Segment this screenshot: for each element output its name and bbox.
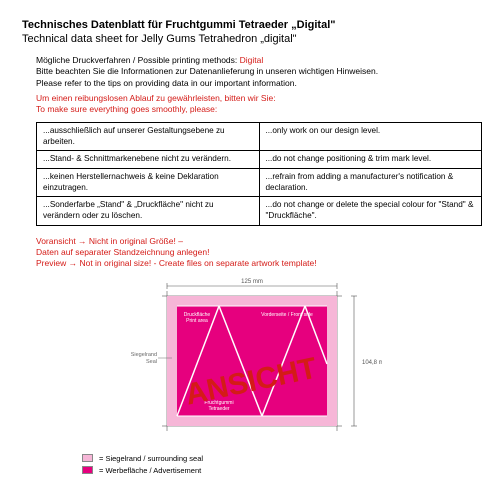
- diagram-wrap: 125 mm 104,8 mm Druckfläche Print area V…: [22, 276, 482, 448]
- legend-seal-label: = Siegelrand / surrounding seal: [99, 454, 203, 463]
- svg-text:Print area: Print area: [186, 318, 208, 324]
- rule-de: ...keinen Herstellernachweis & keine Dek…: [37, 168, 260, 196]
- svg-text:Vorderseite / Front side: Vorderseite / Front side: [261, 312, 313, 318]
- intro-line2-en: Please refer to the tips on providing da…: [36, 78, 482, 89]
- legend-seal: = Siegelrand / surrounding seal: [82, 454, 482, 463]
- rule-de: ...Sonderfarbe „Stand" & „Druckfläche" n…: [37, 197, 260, 225]
- intro-line1: Mögliche Druckverfahren / Possible print…: [36, 55, 482, 66]
- preview-de1: Voransicht → Nicht in original Größe! –: [36, 236, 482, 247]
- title-de: Technisches Datenblatt für Fruchtgummi T…: [22, 18, 482, 32]
- intro-line1-de: Mögliche Druckverfahren / Possible print…: [36, 55, 240, 65]
- dim-right: 104,8 mm: [362, 360, 382, 366]
- rule-en: ...do not change or delete the special c…: [259, 197, 482, 225]
- smooth-de: Um einen reibungslosen Ablauf zu gewährl…: [36, 93, 482, 104]
- swatch-ad: [82, 466, 93, 474]
- rule-en: ...do not change positioning & trim mark…: [259, 151, 482, 169]
- intro-block: Mögliche Druckverfahren / Possible print…: [36, 55, 482, 116]
- legend: = Siegelrand / surrounding seal = Werbef…: [82, 454, 482, 475]
- svg-text:Seal: Seal: [146, 359, 157, 365]
- table-row: ...Stand- & Schnittmarkenebene nicht zu …: [37, 151, 482, 169]
- rule-de: ...Stand- & Schnittmarkenebene nicht zu …: [37, 151, 260, 169]
- title-en: Technical data sheet for Jelly Gums Tetr…: [22, 32, 482, 46]
- swatch-seal: [82, 454, 93, 462]
- table-row: ...keinen Herstellernachweis & keine Dek…: [37, 168, 482, 196]
- intro-method: Digital: [240, 55, 264, 65]
- table-row: ...Sonderfarbe „Stand" & „Druckfläche" n…: [37, 197, 482, 225]
- rules-table: ...ausschließlich auf unserer Gestaltung…: [36, 122, 482, 226]
- svg-text:Tetraeder: Tetraeder: [208, 406, 229, 412]
- preview-en: Preview → Not in original size! - Create…: [36, 258, 482, 269]
- preview-de2: Daten auf separater Standzeichnung anleg…: [36, 247, 482, 258]
- template-diagram: 125 mm 104,8 mm Druckfläche Print area V…: [122, 276, 382, 446]
- rule-en: ...only work on our design level.: [259, 122, 482, 150]
- rule-de: ...ausschließlich auf unserer Gestaltung…: [37, 122, 260, 150]
- table-row: ...ausschließlich auf unserer Gestaltung…: [37, 122, 482, 150]
- rule-en: ...refrain from adding a manufacturer's …: [259, 168, 482, 196]
- legend-ad: = Werbefläche / Advertisement: [82, 466, 482, 475]
- smooth-en: To make sure everything goes smoothly, p…: [36, 104, 482, 115]
- svg-text:Siegelrand: Siegelrand: [131, 352, 157, 358]
- dim-top: 125 mm: [241, 279, 263, 285]
- intro-line2-de: Bitte beachten Sie die Informationen zur…: [36, 66, 482, 77]
- legend-ad-label: = Werbefläche / Advertisement: [99, 466, 201, 475]
